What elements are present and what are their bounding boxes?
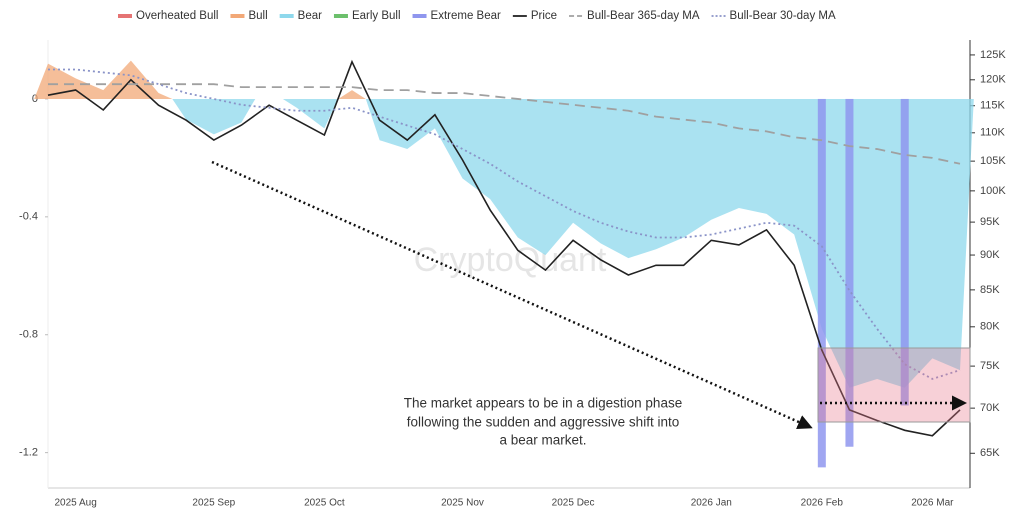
line — [48, 83, 961, 165]
area — [172, 98, 256, 135]
y2-tick-label: 105K — [980, 155, 1006, 167]
x-tick-label: 2025 Oct — [304, 498, 345, 509]
trend-arrow — [211, 160, 813, 429]
y2-tick-label: 115K — [980, 100, 1006, 112]
legend-label: Bull-Bear 30-day MA — [730, 10, 836, 22]
y2-tick-label: 95K — [980, 216, 1000, 228]
x-tick-label: 2025 Dec — [552, 498, 595, 509]
area — [338, 90, 366, 99]
highlight-box — [817, 347, 971, 423]
y2-tick-label: 100K — [980, 185, 1006, 197]
y-tick-label: -1.2 — [19, 447, 38, 459]
legend-label: Overheated Bull — [136, 10, 218, 22]
legend-label: Bull — [248, 10, 267, 22]
annotation-line: following the sudden and aggressive shif… — [407, 415, 679, 430]
legend-label: Bear — [298, 10, 322, 22]
legend-label: Early Bull — [352, 10, 401, 22]
legend-swatch — [230, 14, 245, 18]
legend-swatch — [333, 14, 348, 18]
legend-label: Price — [531, 10, 557, 22]
y2-tick-label: 125K — [980, 49, 1006, 61]
line — [47, 59, 961, 437]
x-tick-label: 2026 Jan — [691, 498, 732, 509]
y-tick-label: -0.4 — [19, 211, 38, 223]
x-tick-label: 2026 Mar — [911, 498, 954, 509]
y2-tick-label: 70K — [980, 402, 1000, 414]
annotation-line: a bear market. — [499, 433, 586, 448]
y2-tick-label: 65K — [980, 447, 1000, 459]
x-tick-label: 2026 Feb — [801, 498, 844, 509]
y-tick-label: -0.8 — [19, 329, 38, 341]
legend-label: Bull-Bear 365-day MA — [587, 10, 700, 22]
legend-swatch — [118, 14, 132, 18]
y2-tick-label: 75K — [980, 360, 1000, 372]
annotation-line: The market appears to be in a digestion … — [404, 396, 682, 411]
line — [48, 68, 961, 380]
legend-swatch — [279, 14, 294, 18]
y2-tick-label: 90K — [980, 249, 1000, 261]
x-tick-label: 2025 Aug — [55, 498, 97, 509]
y2-tick-label: 80K — [980, 321, 1000, 333]
legend: Overheated Bull Bull Bear Early Bull Extreme… — [118, 10, 836, 22]
y2-tick-label: 110K — [980, 127, 1006, 139]
y2-tick-label: 120K — [980, 74, 1006, 86]
legend-swatch — [412, 14, 427, 18]
y2-tick-label: 85K — [980, 284, 1000, 296]
band — [900, 98, 909, 406]
plot: 0-0.4-0.8-1.265K70K75K80K85K90K95K100K10… — [19, 10, 1006, 509]
area — [282, 98, 339, 129]
legend-label: Extreme Bear — [431, 10, 501, 22]
watermark: CryptoQuant — [414, 241, 607, 279]
x-tick-label: 2025 Sep — [192, 498, 235, 509]
area — [34, 60, 173, 99]
x-tick-label: 2025 Nov — [441, 498, 484, 509]
band — [845, 98, 854, 447]
band — [817, 98, 826, 468]
